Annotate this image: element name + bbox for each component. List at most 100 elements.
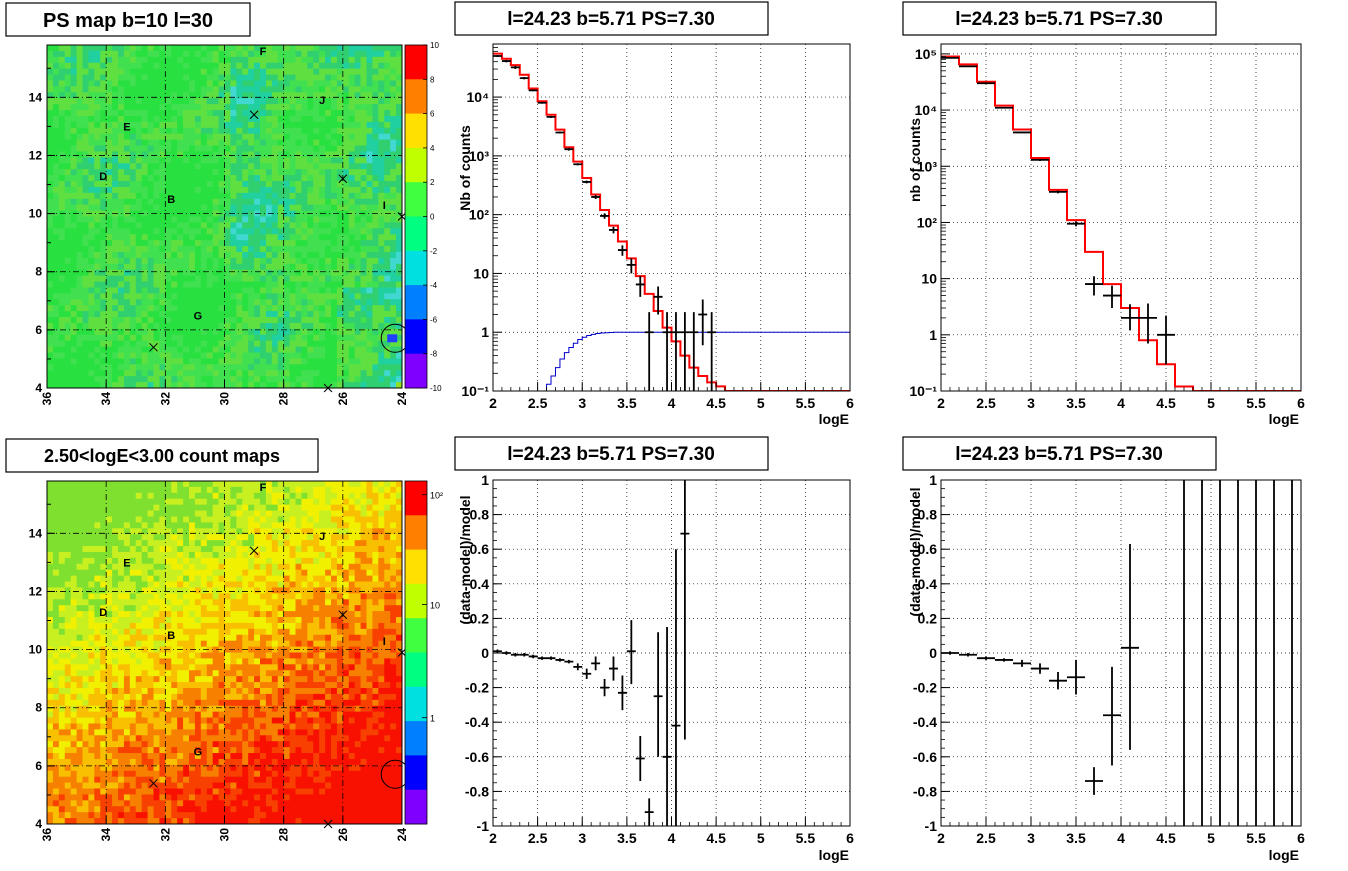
heatmap-cell (307, 358, 314, 365)
heatmap-cell (64, 563, 72, 571)
heatmap-cell (325, 127, 332, 135)
heatmap-cell (177, 275, 184, 283)
heatmap-cell (118, 62, 125, 70)
heatmap-cell (271, 611, 279, 618)
heatmap-cell (58, 45, 66, 52)
heatmap-cell (183, 228, 190, 235)
heatmap-cell (212, 86, 220, 93)
heatmap-cell (360, 540, 368, 547)
heatmap-cell (236, 192, 243, 200)
heatmap-cell (123, 370, 131, 377)
heatmap-cell (206, 234, 214, 241)
heatmap-cell (384, 317, 391, 324)
heatmap-cell (52, 104, 60, 111)
heatmap-cell (396, 611, 402, 618)
heatmap-cell (360, 522, 368, 529)
heatmap-cell (76, 251, 84, 259)
heatmap-cell (147, 328, 155, 336)
heatmap-cell (289, 198, 297, 206)
heatmap-cell (88, 328, 95, 336)
heatmap-cell (307, 151, 314, 158)
heatmap-cell (242, 605, 249, 612)
heatmap-cell (396, 322, 402, 330)
heatmap-cell (64, 222, 72, 229)
heatmap-cell (342, 198, 350, 206)
heatmap-cell (135, 216, 143, 224)
heatmap-cell (378, 510, 385, 518)
heatmap-cell (301, 305, 308, 312)
heatmap-cell (76, 127, 84, 135)
heatmap-cell (242, 352, 249, 360)
heatmap-cell (141, 92, 149, 99)
heatmap-cell (242, 328, 249, 336)
heatmap-cell (64, 370, 72, 377)
colorbar-tick-label: 0 (430, 213, 435, 222)
heatmap-cell (301, 575, 308, 583)
heatmap-cell (336, 328, 344, 336)
heatmap-cell (159, 376, 166, 383)
heatmap-cell (271, 163, 279, 170)
heatmap-cell (129, 364, 137, 371)
heatmap-cell (206, 486, 214, 494)
heatmap-cell (141, 192, 149, 200)
heatmap-cell (159, 364, 166, 371)
heatmap-cell (82, 340, 90, 348)
heatmap-cell (82, 92, 90, 99)
heatmap-cell (271, 151, 279, 158)
heatmap-cell (366, 599, 374, 606)
heatmap-cell (171, 216, 178, 224)
heatmap-cell (378, 98, 385, 105)
heatmap-cell (218, 151, 226, 158)
heatmap-cell (260, 504, 267, 512)
heatmap-cell (271, 216, 279, 224)
heatmap-cell (307, 510, 314, 518)
heatmap-cell (289, 74, 297, 82)
heatmap-cell (372, 370, 379, 377)
heatmap-cell (360, 546, 368, 553)
heatmap-cell (153, 222, 161, 229)
heatmap-cell (366, 352, 374, 360)
heatmap-cell (76, 246, 84, 253)
heatmap-cell (378, 498, 385, 506)
heatmap-cell (372, 569, 379, 577)
heatmap-cell (336, 492, 344, 500)
heatmap-cell (319, 557, 326, 565)
heatmap-cell (147, 192, 155, 200)
heatmap-cell (372, 216, 379, 224)
heatmap-cell (100, 287, 107, 294)
heatmap-cell (212, 139, 220, 147)
heatmap-cell (183, 504, 190, 512)
heatmap-cell (242, 340, 249, 348)
heatmap-cell (218, 328, 226, 336)
heatmap-cell (153, 322, 161, 330)
heatmap-cell (47, 605, 54, 612)
heatmap-cell (248, 115, 255, 123)
heatmap-cell (354, 151, 362, 158)
heatmap-cell (348, 257, 356, 265)
heatmap-cell (384, 340, 391, 348)
heatmap-cell (283, 563, 291, 571)
heatmap-cell (289, 216, 297, 224)
heatmap-cell (159, 240, 166, 247)
heatmap-cell (331, 121, 338, 129)
heatmap-cell (242, 516, 249, 523)
heatmap-cell (135, 376, 143, 383)
heatmap-cell (289, 228, 297, 235)
heatmap-cell (64, 145, 72, 153)
heatmap-cell (384, 121, 391, 129)
heatmap-cell (354, 80, 362, 87)
heatmap-cell (165, 317, 172, 324)
heatmap-cell (360, 334, 368, 342)
heatmap-cell (189, 50, 196, 58)
heatmap-cell (47, 299, 54, 306)
heatmap-cell (82, 364, 90, 371)
heatmap-cell (289, 169, 297, 176)
heatmap-cell (372, 328, 379, 336)
heatmap-cell (372, 228, 379, 235)
heatmap-cell (58, 204, 66, 212)
heatmap-cell (118, 563, 125, 571)
heatmap-cell (194, 492, 202, 500)
heatmap-cell (52, 563, 60, 571)
heatmap-cell (171, 382, 178, 388)
heatmap-cell (348, 163, 356, 170)
